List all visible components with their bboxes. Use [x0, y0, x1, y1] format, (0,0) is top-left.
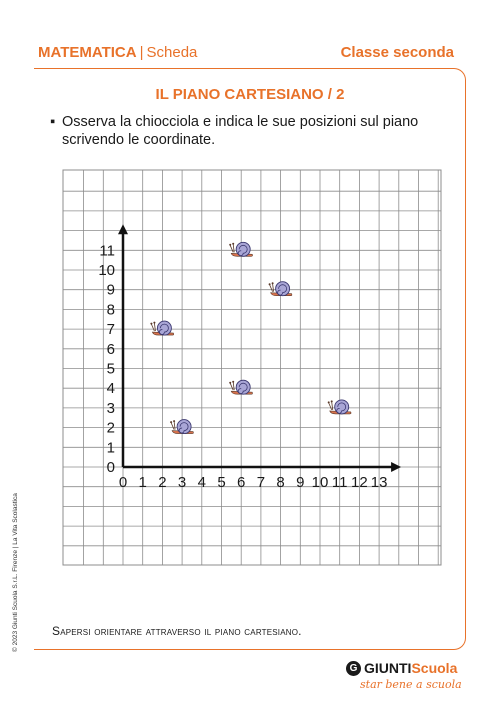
logo-g-icon: G [346, 660, 361, 676]
x-tick-label: 7 [257, 474, 265, 491]
x-tick-label: 0 [119, 474, 127, 491]
snail-antenna-tip [173, 420, 176, 423]
snail-antenna [154, 323, 156, 332]
grade-label: Classe seconda [340, 44, 454, 61]
snail-antenna-tip [153, 321, 156, 324]
snail-antenna-tip [229, 243, 232, 246]
y-tick-label: 1 [107, 439, 115, 456]
snail-spiral [237, 382, 248, 395]
x-tick-label: 13 [371, 474, 388, 491]
logo-brand-suffix: Scuola [411, 660, 458, 676]
snail-antenna-tip [229, 381, 232, 384]
snail-antenna [170, 422, 175, 430]
header-subject: MATEMATICA | Scheda [38, 44, 197, 61]
snail-icon [170, 419, 194, 435]
snail-icon [150, 320, 175, 336]
snail-spiral [277, 284, 287, 296]
snail-antenna [173, 421, 176, 430]
footer-objective: Sapersi orientare attraverso il piano ca… [52, 624, 302, 638]
grid-border [62, 169, 442, 566]
y-axis-arrow-icon [118, 224, 128, 235]
snail-antenna-tip [170, 421, 173, 424]
y-tick-label: 11 [99, 242, 115, 259]
header-separator: | [139, 44, 144, 61]
snail-shell [334, 399, 350, 415]
bullet-icon: ▪ [50, 114, 56, 130]
x-tick-label: 10 [312, 474, 329, 491]
x-tick-label: 12 [351, 474, 368, 491]
x-tick-label: 8 [276, 474, 284, 491]
snail-spiral [159, 323, 169, 335]
snail-antenna [232, 244, 235, 253]
snail-icon [229, 241, 253, 257]
snail-antenna [328, 402, 333, 411]
instruction: ▪ Osserva la chiocciola e indica le sue … [50, 113, 450, 149]
snail-antenna [269, 284, 273, 292]
page-frame [34, 68, 466, 650]
snail-shell [275, 281, 291, 297]
snail-shell [235, 241, 251, 257]
logo-brand: GIUNTI [364, 660, 412, 676]
giunti-logo: G GIUNTI Scuola star bene a scuola [346, 660, 462, 691]
y-tick-label: 10 [98, 262, 115, 279]
x-tick-label: 1 [139, 474, 147, 491]
x-tick-label: 3 [178, 474, 186, 491]
snail-shell [235, 379, 251, 395]
y-tick-labels: 0 1 2 3 4 5 6 7 8 9 10 11 [98, 242, 115, 476]
snail-icon [327, 399, 352, 415]
copyright-note: © 2023 Giunti Scuola S.r.L. Firenze | La… [12, 493, 19, 652]
snail-icon [229, 379, 253, 395]
y-tick-label: 2 [107, 420, 115, 437]
y-tick-label: 8 [107, 301, 115, 318]
snail-antenna-tip [271, 282, 274, 285]
snail-antenna [272, 283, 274, 292]
snail-antenna-tip [232, 380, 235, 383]
snail-antenna [229, 245, 234, 253]
page-title: IL PIANO CARTESIANO / 2 [155, 86, 345, 103]
snail-antenna [151, 323, 155, 332]
x-tick-label: 2 [158, 474, 166, 491]
snail-antenna-tip [327, 401, 330, 404]
snail-antenna [229, 383, 234, 391]
snail-antenna-tip [232, 242, 235, 245]
x-axis-arrow-icon [391, 462, 402, 472]
x-tick-label: 5 [217, 474, 225, 491]
x-tick-label: 4 [198, 474, 206, 491]
snail-antenna-tip [268, 283, 271, 286]
sheet-type: Scheda [146, 44, 198, 61]
x-tick-label: 9 [296, 474, 304, 491]
logo-tagline: star bene a scuola [360, 678, 462, 691]
snail-spiral [178, 422, 189, 434]
logo-wordmark: G GIUNTI Scuola [346, 660, 462, 676]
x-tick-label: 11 [332, 474, 348, 491]
grid [62, 169, 442, 566]
y-tick-label: 5 [107, 361, 115, 378]
snail-antenna-tip [330, 400, 333, 403]
instruction-text: Osserva la chiocciola e indica le sue po… [62, 114, 419, 148]
snail-shell [156, 320, 172, 336]
x-tick-label: 6 [237, 474, 245, 491]
snail-spiral [237, 244, 248, 257]
y-tick-label: 0 [107, 459, 115, 476]
snail-spiral [336, 402, 347, 414]
subject-label: MATEMATICA [38, 44, 137, 61]
snail-antenna [232, 382, 235, 391]
y-tick-label: 9 [107, 282, 115, 299]
snail-shell [176, 419, 192, 435]
y-tick-label: 3 [107, 400, 115, 417]
snail-antenna-tip [150, 322, 153, 325]
snail-markers [150, 241, 352, 435]
snail-icon [268, 281, 293, 297]
axes [118, 224, 402, 472]
y-tick-label: 4 [107, 380, 115, 397]
y-tick-label: 7 [107, 321, 115, 338]
snail-antenna [331, 401, 334, 410]
y-tick-label: 6 [107, 341, 115, 358]
x-tick-labels: 0 1 2 3 4 5 6 7 8 9 10 11 12 13 [119, 474, 388, 491]
